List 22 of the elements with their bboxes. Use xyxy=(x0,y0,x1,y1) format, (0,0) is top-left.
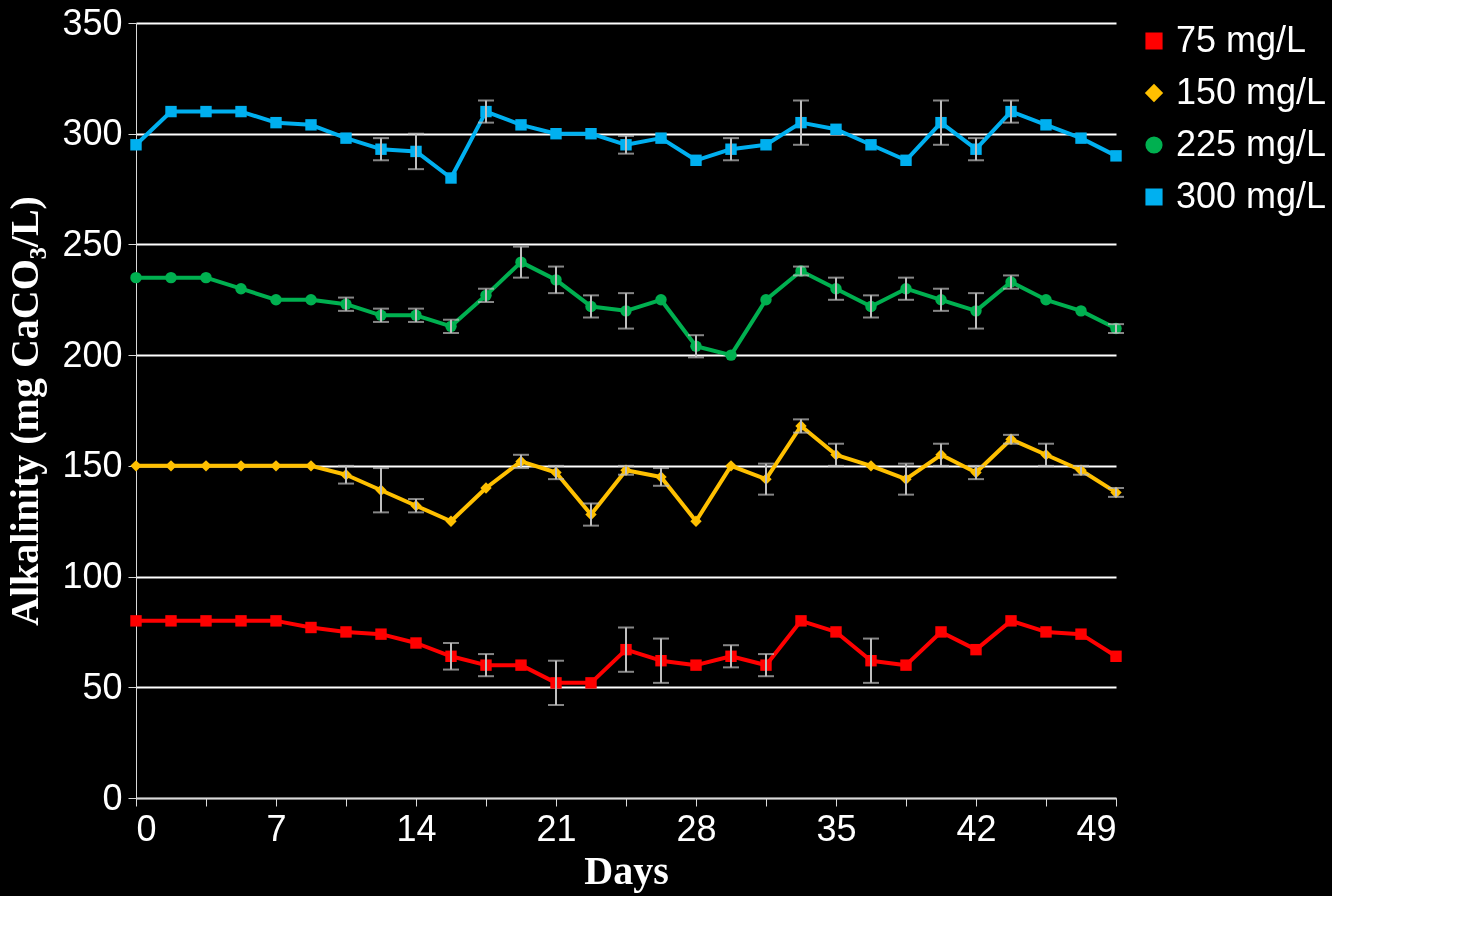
x-tick-label: 0 xyxy=(136,807,157,849)
y-tick-label: 200 xyxy=(62,333,123,375)
legend-label: 225 mg/L xyxy=(1176,123,1327,164)
y-tick-label: 250 xyxy=(62,222,123,264)
x-tick-label: 28 xyxy=(676,807,717,849)
x-tick-label: 35 xyxy=(816,807,857,849)
legend-label: 150 mg/L xyxy=(1176,71,1327,112)
y-tick-label: 150 xyxy=(62,444,123,486)
x-tick-label: 14 xyxy=(396,807,437,849)
x-tick-label: 49 xyxy=(1076,807,1117,849)
legend-label: 300 mg/L xyxy=(1176,175,1327,216)
legend-label: 75 mg/L xyxy=(1176,19,1307,60)
x-tick-label: 42 xyxy=(956,807,997,849)
y-axis-title: Alkalinity (mg CaCO₃/L) xyxy=(2,196,48,626)
y-tick-label: 100 xyxy=(62,555,123,597)
x-axis-title: Days xyxy=(584,847,669,893)
y-tick-label: 300 xyxy=(62,112,123,154)
x-tick-label: 7 xyxy=(266,807,287,849)
y-tick-label: 350 xyxy=(62,1,123,43)
x-tick-label: 21 xyxy=(536,807,577,849)
y-tick-label: 50 xyxy=(82,665,123,707)
y-tick-label: 0 xyxy=(102,776,123,818)
